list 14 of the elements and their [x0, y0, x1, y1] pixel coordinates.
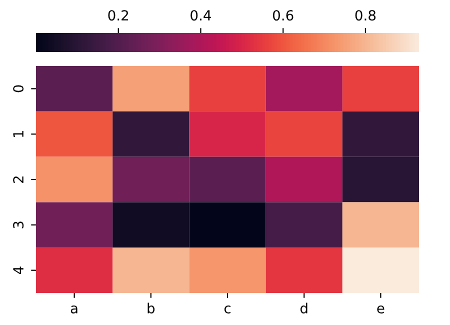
y-tick-label: 2: [13, 176, 24, 183]
color-bar-label: 0.2: [108, 10, 128, 21]
y-tick-label: 3: [13, 222, 24, 228]
x-tick-label: b: [148, 302, 155, 314]
color-bar-label: 0.8: [355, 10, 376, 21]
x-tick-label: e: [377, 306, 384, 314]
y-tick-label: 4: [13, 266, 24, 274]
color-bar-label: 0.4: [190, 10, 211, 21]
x-tick-label: d: [300, 302, 308, 314]
x-tick-label: a: [70, 306, 78, 314]
x-tick-label: c: [224, 306, 230, 314]
color-bar-label: 0.6: [272, 10, 294, 21]
y-tick-label: 0: [13, 85, 24, 92]
y-tick-label: 1: [13, 130, 24, 137]
